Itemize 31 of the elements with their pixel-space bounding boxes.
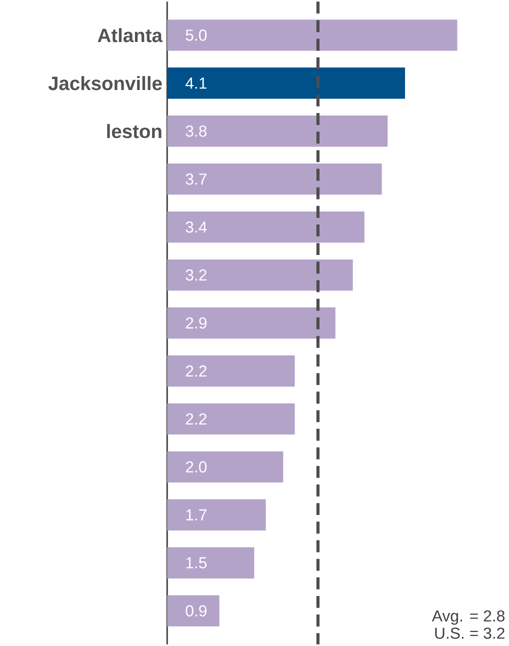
y-tick-label: leston	[106, 124, 162, 138]
data-label: 3.8	[185, 125, 206, 137]
data-label: 2.9	[186, 317, 206, 329]
data-label: 2.2	[186, 413, 206, 425]
data-label: 3.2	[185, 269, 206, 281]
bar	[166, 403, 295, 435]
data-label: 0.9	[186, 605, 206, 616]
y-tick-label: Jacksonville	[48, 76, 162, 90]
bar	[166, 259, 353, 291]
data-label: 4.1	[185, 78, 206, 89]
y-tick-label: Atlanta	[98, 28, 162, 42]
bar	[166, 451, 283, 483]
data-label: 3.7	[185, 173, 206, 185]
bar	[166, 68, 405, 99]
data-label: 3.4	[185, 221, 207, 233]
data-label: 5.0	[186, 30, 206, 41]
bar	[166, 164, 382, 195]
bar	[166, 499, 266, 530]
bar	[166, 595, 220, 626]
bar	[166, 211, 364, 243]
bar	[166, 355, 295, 387]
bar	[166, 547, 254, 578]
bar	[166, 116, 388, 147]
bar	[166, 307, 336, 339]
annotation: Avg. = 2.8	[432, 610, 504, 625]
bar	[166, 20, 458, 51]
data-label: 1.5	[186, 557, 206, 568]
data-label: 1.7	[186, 509, 206, 520]
annotation: U.S. = 3.2	[434, 628, 504, 639]
data-label: 2.2	[186, 365, 206, 377]
data-label: 2.0	[186, 461, 206, 473]
